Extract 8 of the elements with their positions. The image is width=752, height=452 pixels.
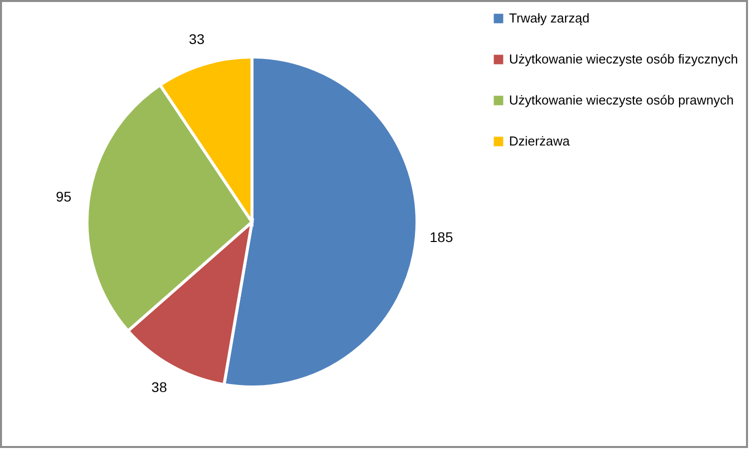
data-label: 33 xyxy=(188,31,205,48)
data-label: 185 xyxy=(430,229,454,246)
legend-label: Trwały zarząd xyxy=(509,10,590,26)
legend-label: Użytkowanie wieczyste osób fizycznych xyxy=(509,52,738,66)
data-label: 38 xyxy=(151,378,168,395)
legend-label: Użytkowanie wieczyste osób prawnych xyxy=(509,92,734,108)
legend-label: Dzierżawa xyxy=(509,134,570,148)
data-label: 95 xyxy=(56,188,72,204)
